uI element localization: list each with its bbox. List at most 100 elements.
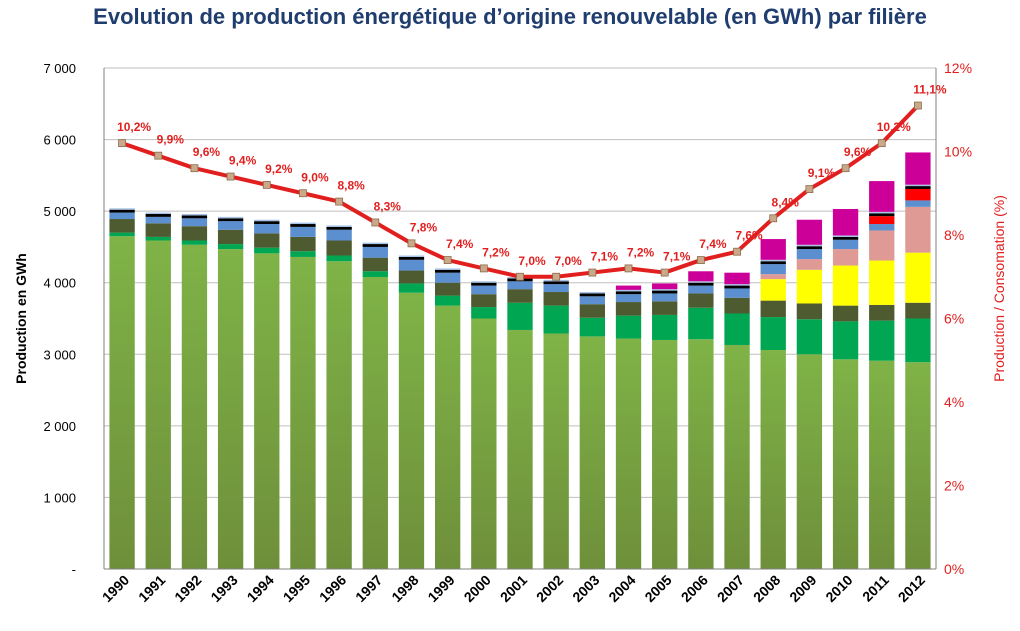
bar-segment — [181, 214, 208, 216]
bar-segment — [652, 314, 678, 340]
bars — [109, 152, 931, 570]
bar-segment — [398, 256, 425, 260]
bar-segment — [760, 264, 786, 275]
x-tick-label: 2002 — [533, 572, 566, 605]
x-tick-label: 2011 — [859, 572, 892, 605]
ratio-point — [769, 214, 778, 223]
bar-segment — [832, 359, 859, 569]
y-tick-label: 6 000 — [43, 133, 76, 148]
bar-segment — [615, 294, 642, 303]
bar-segment — [543, 292, 569, 306]
bar-segment — [362, 276, 388, 569]
ratio-data-label: 8,3% — [374, 199, 402, 213]
y2-axis-title: Production / Consomation (%) — [991, 195, 1007, 382]
bar-segment — [579, 317, 606, 337]
bar-segment — [760, 239, 786, 260]
bar-segment — [254, 224, 280, 234]
bar-segment — [254, 221, 280, 225]
bar-segment — [869, 320, 895, 361]
bar-segment — [145, 216, 171, 224]
bar-segment — [905, 206, 931, 253]
bar-segment — [724, 344, 750, 569]
bar-segment — [652, 293, 678, 302]
ratio-point — [588, 268, 597, 277]
bar-segment — [398, 283, 425, 293]
bar-segment — [652, 283, 678, 290]
y2-tick-label: 8% — [944, 227, 964, 243]
x-tick-label: 2008 — [750, 572, 783, 605]
bar-segment — [869, 181, 895, 212]
bar-segment — [869, 260, 895, 305]
y-tick-label: 1 000 — [43, 490, 76, 505]
bar-segment — [290, 224, 316, 227]
ratio-data-label: 9,0% — [301, 170, 329, 184]
bar-segment — [832, 235, 859, 237]
bar-segment — [398, 255, 425, 257]
y-tick-label: 5 000 — [43, 204, 76, 219]
bar-segment — [290, 226, 316, 237]
ratio-point — [154, 151, 163, 160]
bar-segment — [109, 232, 135, 237]
bar-segment — [217, 218, 244, 222]
bar-segment — [688, 293, 714, 308]
ratio-point — [733, 247, 741, 256]
bar-segment — [615, 338, 642, 569]
x-tick-label: 2010 — [822, 572, 855, 605]
ratio-point — [443, 256, 452, 264]
bar-segment — [615, 291, 642, 295]
bar-segment — [254, 247, 280, 254]
ratio-point — [118, 139, 126, 148]
bar-segment — [832, 239, 859, 250]
bar-segment — [471, 307, 497, 319]
y-tick-label: 4 000 — [43, 276, 76, 291]
bar-segment — [181, 218, 208, 227]
bar-segment — [145, 240, 171, 570]
bar-segment — [362, 242, 388, 245]
ratio-data-label: 7,2% — [627, 245, 655, 259]
bar-segment — [290, 251, 316, 257]
y-tick-label: 7 000 — [43, 61, 76, 76]
bar-segment — [543, 284, 569, 293]
ratio-data-label: 7,1% — [591, 250, 619, 264]
bar-segment — [145, 212, 171, 215]
bar-segment — [434, 305, 461, 569]
bar-segment — [543, 281, 569, 285]
bar-segment — [362, 246, 388, 258]
ratio-data-label: 7,2% — [482, 245, 510, 259]
bar-segment — [109, 212, 135, 220]
bar-segment — [254, 253, 280, 569]
ratio-data-label: 11,1% — [913, 83, 947, 97]
bar-segment — [905, 318, 931, 363]
ratio-point — [805, 185, 814, 193]
bar-segment — [109, 208, 135, 210]
x-tick-label: 1990 — [99, 572, 132, 605]
ratio-point — [407, 239, 416, 248]
bar-segment — [543, 305, 569, 334]
bar-segment — [905, 184, 931, 187]
ratio-data-label: 9,4% — [229, 154, 257, 168]
bar-segment — [434, 269, 461, 273]
ratio-point — [299, 189, 307, 198]
bar-segment — [832, 249, 859, 266]
bar-segment — [181, 226, 208, 241]
bar-segment — [362, 271, 388, 277]
ratio-data-label: 9,9% — [157, 133, 185, 147]
bar-segment — [869, 304, 895, 321]
ratio-data-label: 9,2% — [265, 162, 293, 176]
bar-segment — [688, 339, 714, 569]
bar-segment — [905, 362, 931, 569]
bar-segment — [724, 285, 750, 289]
bar-segment — [326, 255, 352, 262]
bar-segment — [760, 261, 786, 265]
bar-segment — [688, 282, 714, 286]
bar-segment — [217, 221, 244, 230]
bar-segment — [326, 261, 352, 569]
ratio-point — [226, 172, 235, 181]
bar-segment — [181, 215, 208, 219]
x-tick-label: 1999 — [424, 572, 457, 605]
bar-segment — [579, 304, 606, 318]
x-tick-label: 1996 — [316, 572, 349, 605]
bar-segment — [905, 302, 931, 319]
bar-segment — [615, 285, 642, 290]
